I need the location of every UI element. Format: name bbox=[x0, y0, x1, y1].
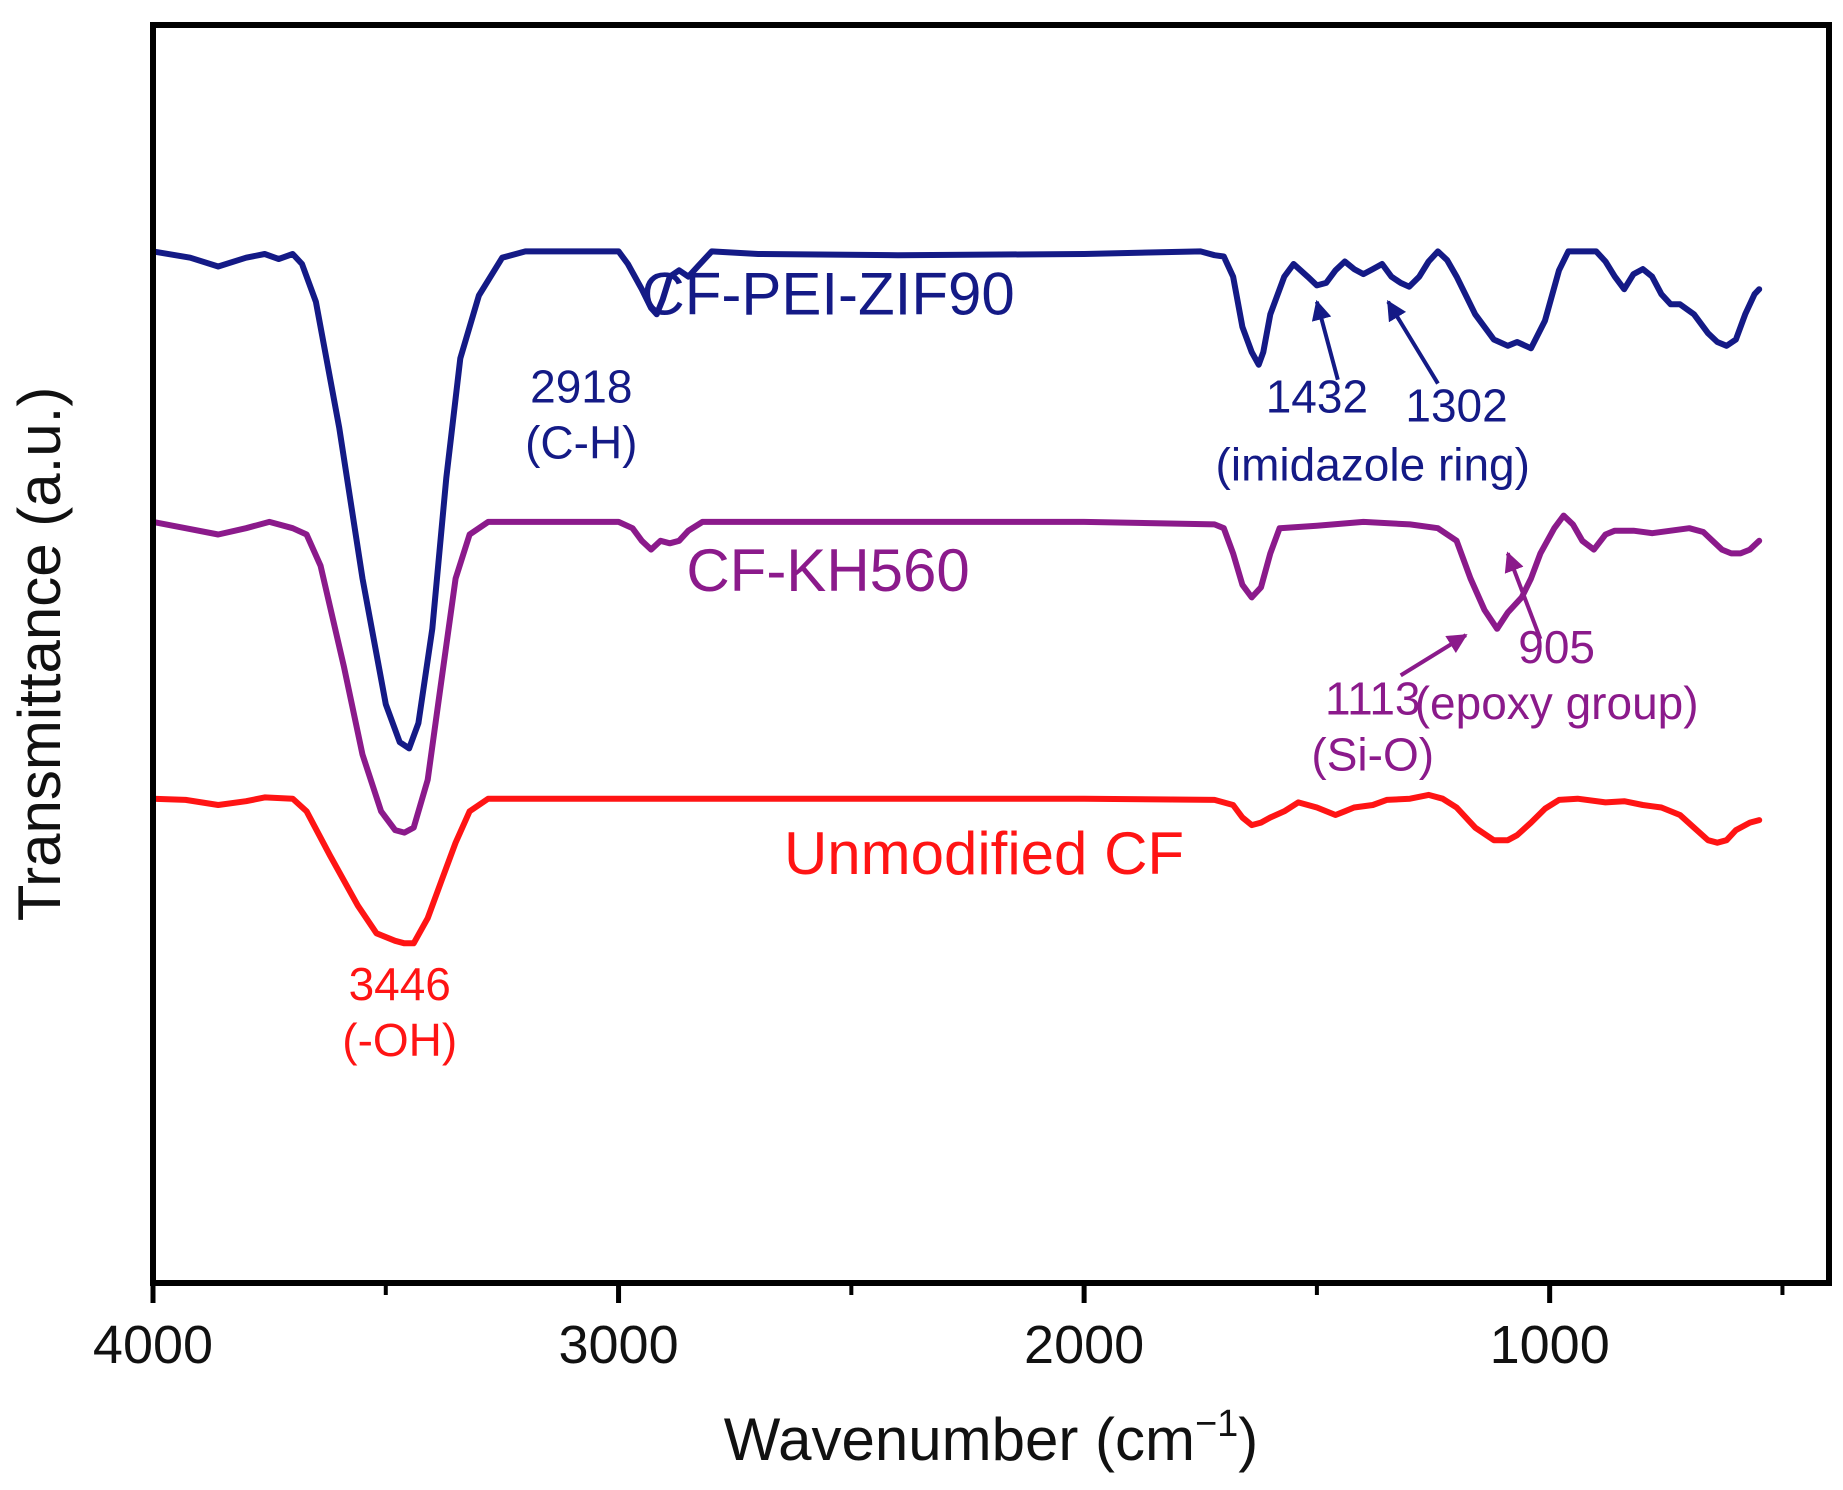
x-axis-ticks: 4000 3000 2000 1000 bbox=[93, 1283, 1785, 1375]
series-label-cf-kh560: CF-KH560 bbox=[686, 537, 969, 604]
x-axis-title-superscript: −1 bbox=[1195, 1403, 1238, 1445]
series-line-unmodified-cf bbox=[150, 791, 1763, 947]
peak-annotation-3446: 3446(-OH) bbox=[342, 958, 457, 1066]
x-axis-title-text: Wavenumber (cm bbox=[724, 1406, 1195, 1473]
peak-annotation-imidazole-ring: (imidazole ring) bbox=[1216, 438, 1530, 490]
peak-annotation-2918: 2918(C-H) bbox=[525, 360, 637, 468]
annotation-label: 1432 bbox=[1266, 370, 1368, 422]
plot-frame bbox=[150, 22, 1832, 1286]
annotation-label: (epoxy group) bbox=[1415, 677, 1699, 729]
series-line-cf-kh560 bbox=[150, 512, 1763, 836]
annotation-label: 1113 bbox=[1325, 672, 1421, 724]
x-axis-title-close: ) bbox=[1238, 1406, 1258, 1473]
series-label-unmodified-cf: Unmodified CF bbox=[784, 820, 1184, 887]
annotation-arrow bbox=[1504, 551, 1543, 640]
x-axis-title: Wavenumber (cm−1) bbox=[724, 1403, 1259, 1473]
annotation-label: 3446 bbox=[349, 958, 451, 1010]
annotation-arrow bbox=[1386, 300, 1440, 385]
x-tick-label: 2000 bbox=[1024, 1315, 1144, 1375]
annotation-label: (Si-O) bbox=[1311, 728, 1434, 780]
annotation-label: 905 bbox=[1518, 621, 1595, 673]
x-tick-label: 4000 bbox=[93, 1315, 213, 1375]
x-tick-label: 1000 bbox=[1490, 1315, 1610, 1375]
annotation-label: (-OH) bbox=[342, 1014, 457, 1066]
peak-annotation-1432: 1432 bbox=[1266, 299, 1368, 422]
annotation-label: 1302 bbox=[1405, 379, 1507, 431]
peak-annotation-905: 905(epoxy group) bbox=[1415, 551, 1699, 729]
annotation-label: (C-H) bbox=[525, 416, 637, 468]
peak-annotation-1302: 1302 bbox=[1386, 300, 1508, 431]
annotation-layer: CF-PEI-ZIF90 CF-KH560 Unmodified CF 2918(C-… bbox=[342, 260, 1698, 1066]
annotation-arrow bbox=[1399, 633, 1468, 678]
x-tick-label: 3000 bbox=[558, 1315, 678, 1375]
annotation-label: (imidazole ring) bbox=[1216, 438, 1530, 490]
annotation-label: 2918 bbox=[530, 360, 632, 412]
annotation-arrow bbox=[1311, 299, 1340, 381]
peak-annotation-1113: 1113(Si-O) bbox=[1311, 633, 1468, 780]
series-line-cf-pei-zif90 bbox=[150, 248, 1763, 752]
y-axis-title: Transmittance (a.u.) bbox=[6, 387, 73, 922]
series-layer bbox=[150, 248, 1763, 947]
series-label-cf-pei-zif90: CF-PEI-ZIF90 bbox=[641, 260, 1014, 327]
